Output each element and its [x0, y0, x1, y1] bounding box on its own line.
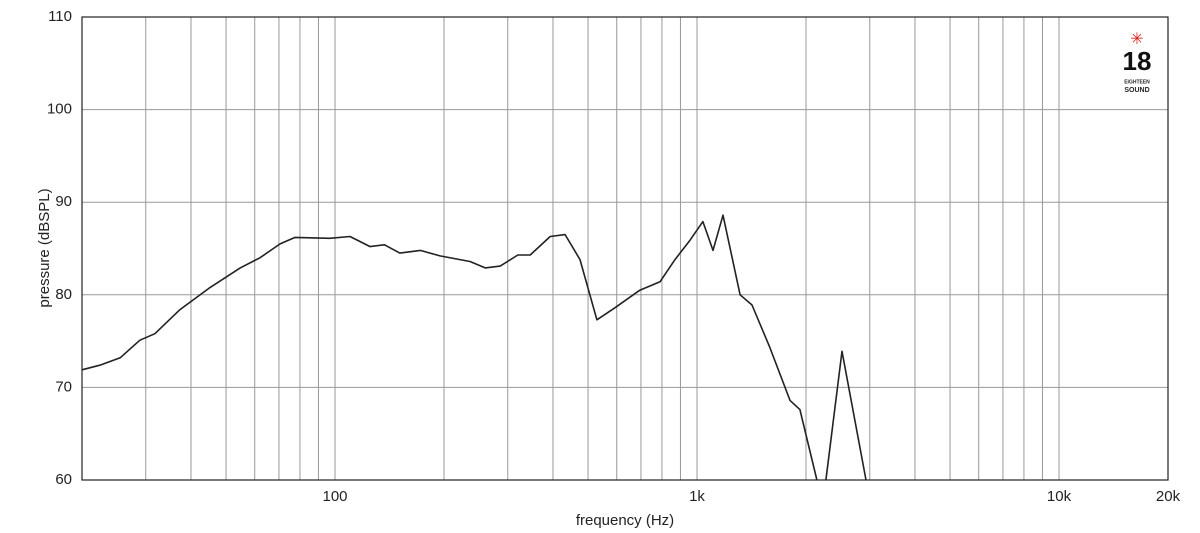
y-tick-label: 90 [55, 193, 72, 210]
logo-star: ✳ [1130, 31, 1143, 48]
logo: ✳ 18 EIGHTEEN SOUND [1123, 31, 1152, 94]
response-curve [81, 214, 867, 481]
y-axis-label: pressure (dBSPL) [36, 188, 53, 307]
y-tick-label: 100 [47, 101, 72, 118]
x-tick-label: 10k [1047, 488, 1072, 505]
logo-number: 18 [1123, 46, 1152, 76]
x-tick-label: 20k [1156, 488, 1181, 505]
logo-text: EIGHTEEN [1124, 79, 1150, 85]
x-tick-label: 100 [323, 488, 348, 505]
y-tick-label: 110 [48, 8, 72, 25]
y-tick-label: 80 [55, 286, 72, 303]
plot-frame [81, 16, 1169, 481]
x-axis-label: frequency (Hz) [576, 512, 674, 529]
y-tick-label: 70 [55, 378, 72, 395]
y-tick-label: 60 [55, 471, 72, 488]
x-tick-label: 1k [689, 488, 705, 505]
logo-text: SOUND [1124, 87, 1149, 94]
